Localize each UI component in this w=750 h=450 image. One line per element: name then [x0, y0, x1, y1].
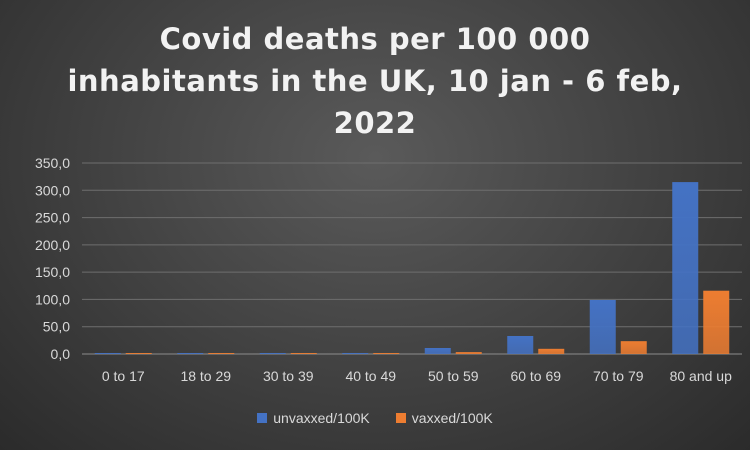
chart-legend: unvaxxed/100K vaxxed/100K [0, 410, 750, 426]
bar-unvaxxed [424, 347, 451, 354]
legend-swatch-vaxxed [395, 413, 406, 423]
bar-vaxxed [290, 353, 317, 354]
x-tick-label: 80 and up [670, 368, 732, 384]
y-tick-label: 300,0 [35, 182, 70, 198]
y-tick-label: 250,0 [35, 210, 70, 226]
y-tick-label: 200,0 [35, 237, 70, 253]
chart-title-line-2: inhabitants in the UK, 10 jan - 6 feb, [67, 64, 683, 98]
chart-title-line-1: Covid deaths per 100 000 [159, 22, 591, 56]
legend-label-vaxxed: vaxxed/100K [411, 410, 493, 426]
y-tick-label: 50,0 [43, 319, 70, 335]
x-tick-label: 18 to 29 [180, 368, 231, 384]
bar-vaxxed [703, 290, 730, 354]
bar-vaxxed [208, 353, 235, 354]
x-tick-label: 40 to 49 [345, 368, 396, 384]
bar-unvaxxed [672, 182, 699, 354]
legend-item-vaxxed: vaxxed/100K [395, 410, 493, 426]
bar-vaxxed [125, 353, 152, 354]
bar-unvaxxed [507, 335, 534, 354]
bar-vaxxed [373, 353, 400, 354]
bar-vaxxed [538, 348, 565, 354]
bar-vaxxed [620, 341, 647, 354]
chart-title: Covid deaths per 100 000 inhabitants in … [0, 18, 750, 144]
y-tick-label: 100,0 [35, 291, 70, 307]
x-tick-label: 60 to 69 [510, 368, 561, 384]
y-tick-label: 0,0 [51, 346, 71, 362]
bar-unvaxxed [589, 299, 616, 354]
bar-unvaxxed [342, 353, 369, 354]
bar-unvaxxed [259, 353, 286, 354]
chart-title-line-3: 2022 [333, 106, 417, 140]
y-tick-label: 150,0 [35, 264, 70, 280]
legend-swatch-unvaxxed [257, 413, 268, 423]
bar-unvaxxed [177, 353, 204, 354]
x-tick-label: 30 to 39 [263, 368, 314, 384]
x-tick-label: 70 to 79 [593, 368, 644, 384]
y-tick-label: 350,0 [35, 155, 70, 171]
x-tick-label: 0 to 17 [102, 368, 145, 384]
legend-item-unvaxxed: unvaxxed/100K [257, 410, 370, 426]
bar-unvaxxed [94, 353, 121, 354]
bar-vaxxed [455, 352, 482, 354]
legend-label-unvaxxed: unvaxxed/100K [273, 410, 370, 426]
x-tick-label: 50 to 59 [428, 368, 479, 384]
